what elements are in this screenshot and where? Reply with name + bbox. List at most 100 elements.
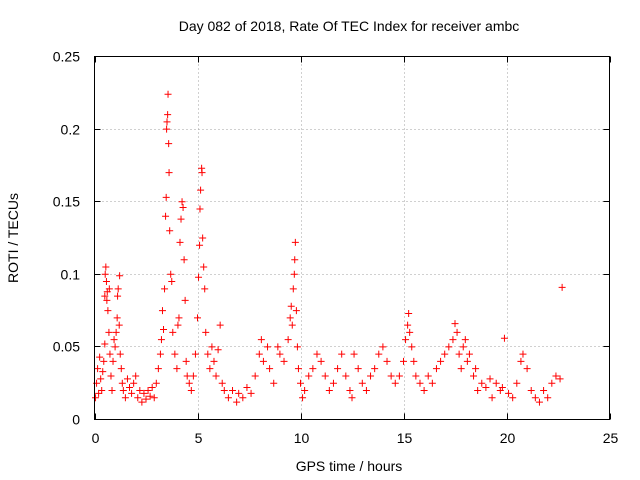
data-point xyxy=(197,186,205,194)
y-tick-label: 0.1 xyxy=(61,267,81,283)
data-point xyxy=(169,328,177,336)
data-point xyxy=(424,372,432,380)
data-point xyxy=(266,365,274,373)
data-point xyxy=(455,350,463,358)
data-point xyxy=(178,198,186,206)
data-point xyxy=(474,386,482,394)
data-point xyxy=(257,336,265,344)
data-point xyxy=(160,325,168,333)
data-point xyxy=(174,321,182,329)
data-point xyxy=(177,215,185,223)
data-point xyxy=(478,379,486,387)
data-point xyxy=(259,357,267,365)
data-point xyxy=(208,343,216,351)
data-point xyxy=(457,365,465,373)
data-point xyxy=(101,270,109,278)
data-point xyxy=(119,386,127,394)
data-point xyxy=(548,379,556,387)
data-point xyxy=(181,296,189,304)
data-point xyxy=(167,270,175,278)
data-point xyxy=(408,343,416,351)
data-point xyxy=(404,321,412,329)
data-point xyxy=(229,386,237,394)
data-point xyxy=(107,372,115,380)
data-point xyxy=(255,350,263,358)
data-point xyxy=(286,314,294,322)
data-point xyxy=(202,328,210,336)
data-point xyxy=(410,357,418,365)
data-point xyxy=(180,256,188,264)
data-point xyxy=(523,365,531,373)
data-point xyxy=(509,394,517,402)
data-point xyxy=(105,328,113,336)
data-point xyxy=(461,336,469,344)
data-point xyxy=(287,302,295,310)
axis-ticks xyxy=(94,56,611,420)
data-point xyxy=(535,398,543,406)
data-point xyxy=(105,285,113,293)
data-point xyxy=(201,285,209,293)
data-point xyxy=(420,386,428,394)
data-point xyxy=(367,372,375,380)
x-tick-label: 20 xyxy=(500,430,516,446)
data-point xyxy=(183,372,191,380)
data-point xyxy=(114,285,122,293)
data-point xyxy=(198,169,206,177)
data-point xyxy=(113,314,121,322)
data-point xyxy=(138,398,146,406)
data-point xyxy=(111,343,119,351)
data-point xyxy=(101,340,109,348)
data-point xyxy=(293,343,301,351)
data-point xyxy=(379,343,387,351)
data-point xyxy=(294,365,302,373)
data-point xyxy=(432,365,440,373)
data-point xyxy=(321,372,329,380)
data-point xyxy=(264,343,272,351)
data-point xyxy=(224,394,232,402)
data-point xyxy=(346,386,354,394)
data-point xyxy=(116,350,124,358)
data-point xyxy=(280,357,288,365)
data-point xyxy=(158,307,166,315)
data-point xyxy=(463,357,471,365)
data-point xyxy=(313,350,321,358)
data-point xyxy=(128,389,136,397)
data-point xyxy=(544,394,552,402)
grid-lines xyxy=(94,56,610,420)
data-point xyxy=(387,372,395,380)
data-point xyxy=(144,386,152,394)
data-point xyxy=(437,357,445,365)
data-point xyxy=(168,278,176,286)
data-point xyxy=(98,386,106,394)
data-point xyxy=(165,169,173,177)
data-point xyxy=(162,193,170,201)
data-point xyxy=(191,350,199,358)
y-tick-label: 0.25 xyxy=(53,49,80,65)
data-point xyxy=(173,365,181,373)
data-point xyxy=(200,263,208,271)
data-point xyxy=(189,372,197,380)
data-point xyxy=(395,372,403,380)
data-point xyxy=(251,372,259,380)
y-tick-label: 0.2 xyxy=(61,122,81,138)
data-point xyxy=(233,398,241,406)
data-point xyxy=(416,379,424,387)
y-tick-label: 0 xyxy=(72,412,80,428)
data-point xyxy=(210,357,218,365)
data-point xyxy=(199,234,207,242)
data-point xyxy=(112,328,120,336)
data-point xyxy=(449,336,457,344)
data-point xyxy=(276,350,284,358)
data-point xyxy=(175,314,183,322)
data-point xyxy=(92,394,100,402)
data-point xyxy=(519,350,527,358)
chart-title: Day 082 of 2018, Rate Of TEC Index for r… xyxy=(179,18,520,34)
data-point xyxy=(552,372,560,380)
data-point xyxy=(317,357,325,365)
data-point xyxy=(102,263,110,271)
data-point xyxy=(453,328,461,336)
data-point xyxy=(164,90,172,98)
data-point xyxy=(362,386,370,394)
data-point xyxy=(299,394,307,402)
data-point xyxy=(132,372,140,380)
